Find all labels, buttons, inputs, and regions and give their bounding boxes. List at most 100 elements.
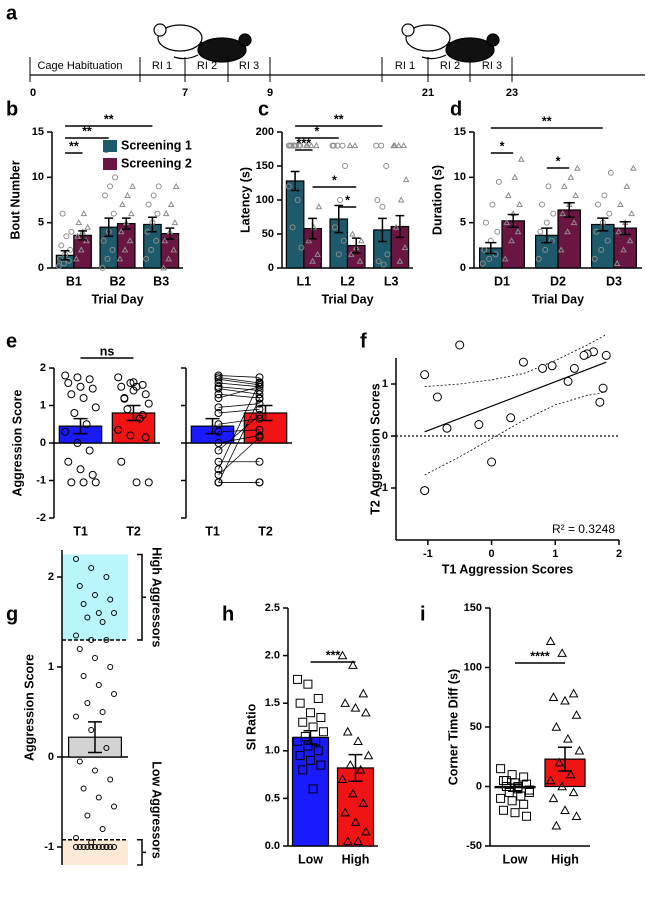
y-tick-label: 0 [40,437,46,449]
y-tick-label: 2 [48,571,54,583]
pair-line [218,408,260,414]
data-point [165,255,172,262]
data-point [144,478,153,487]
data-point [214,379,223,387]
x-tick-label: B2 [110,274,126,288]
data-point [595,397,605,407]
error-bar [148,216,157,233]
data-point [59,210,66,217]
timeline-segment: RI 1 [395,60,415,72]
data-point [295,698,305,708]
data-point [557,246,565,253]
data-point [172,182,180,189]
y-tick-label: 5 [38,217,44,229]
data-point [496,764,506,774]
data-point [63,233,70,240]
data-point [255,378,264,387]
data-point [420,370,430,380]
data-point [214,394,223,402]
y-axis-label: Aggression Score [10,389,24,496]
data-point [501,782,511,791]
data-point [316,712,326,722]
y-tick-label: 150 [464,602,482,614]
x-tick-label: High [342,852,370,866]
data-point [214,403,223,412]
data-point [214,409,223,417]
y-axis-label: Latency (s) [238,167,252,233]
data-point [355,764,366,774]
data-point [548,692,559,701]
data-point [442,423,452,433]
data-point [511,173,519,180]
data-point [481,246,488,253]
data-point [395,142,402,149]
data-point [357,237,365,244]
data-point [88,384,97,393]
data-point [628,210,636,217]
data-point [563,733,573,743]
x-tick-label: L3 [384,274,399,288]
data-point [349,230,356,237]
timeline-segment: RI 2 [440,60,460,72]
y-axis-label: T2 Aggression Scores [368,383,382,515]
error-bar [258,404,273,422]
panel-label: g [6,603,18,625]
data-point [337,197,344,203]
data-point [72,835,79,841]
data-point [95,844,102,850]
data-point [99,826,106,832]
data-point [68,228,75,235]
data-point [548,793,559,803]
panel-label: b [6,98,18,120]
data-point [101,192,108,199]
data-point [76,583,83,589]
data-point [554,757,565,767]
data-point [103,637,110,643]
data-point [114,425,123,434]
pair-line [218,418,260,425]
data-point [74,232,81,239]
data-point [255,394,264,403]
timeline-day: 0 [30,87,36,99]
x-axis-label: Trial Day [532,292,584,306]
data-point [304,142,311,149]
y-tick-label: 1 [40,399,46,411]
data-point [306,708,315,718]
data-point [507,770,517,780]
data-point [331,224,338,231]
data-point [358,798,369,807]
data-point [474,420,484,430]
data-point [80,210,88,217]
data-point [293,736,303,746]
x-tick-label: B3 [153,274,169,288]
y-tick-label: 2.0 [265,650,280,662]
data-point [297,142,304,149]
y-tick-label: 10 [32,171,44,183]
data-point [514,228,522,235]
data-point [148,246,155,253]
data-point [503,219,511,226]
data-point [537,228,544,235]
data-point [214,384,223,393]
error-bar [507,213,519,228]
panel-label: e [6,330,17,352]
y-tick-label: 15 [32,126,44,138]
data-point [72,713,79,720]
significance-label: * [314,124,319,138]
data-point [121,246,129,253]
data-point [489,201,496,208]
timeline-segment: RI 3 [482,60,502,72]
data-point [92,592,98,598]
data-point [498,805,508,815]
y-axis-label: Duration (s) [430,165,444,235]
data-point [129,182,136,189]
data-point [76,758,83,765]
data-point [607,169,614,176]
data-point [551,820,562,830]
data-point [510,808,520,818]
data-point [99,265,106,271]
data-point [620,246,627,253]
data-point [378,142,385,149]
data-point [308,722,318,732]
